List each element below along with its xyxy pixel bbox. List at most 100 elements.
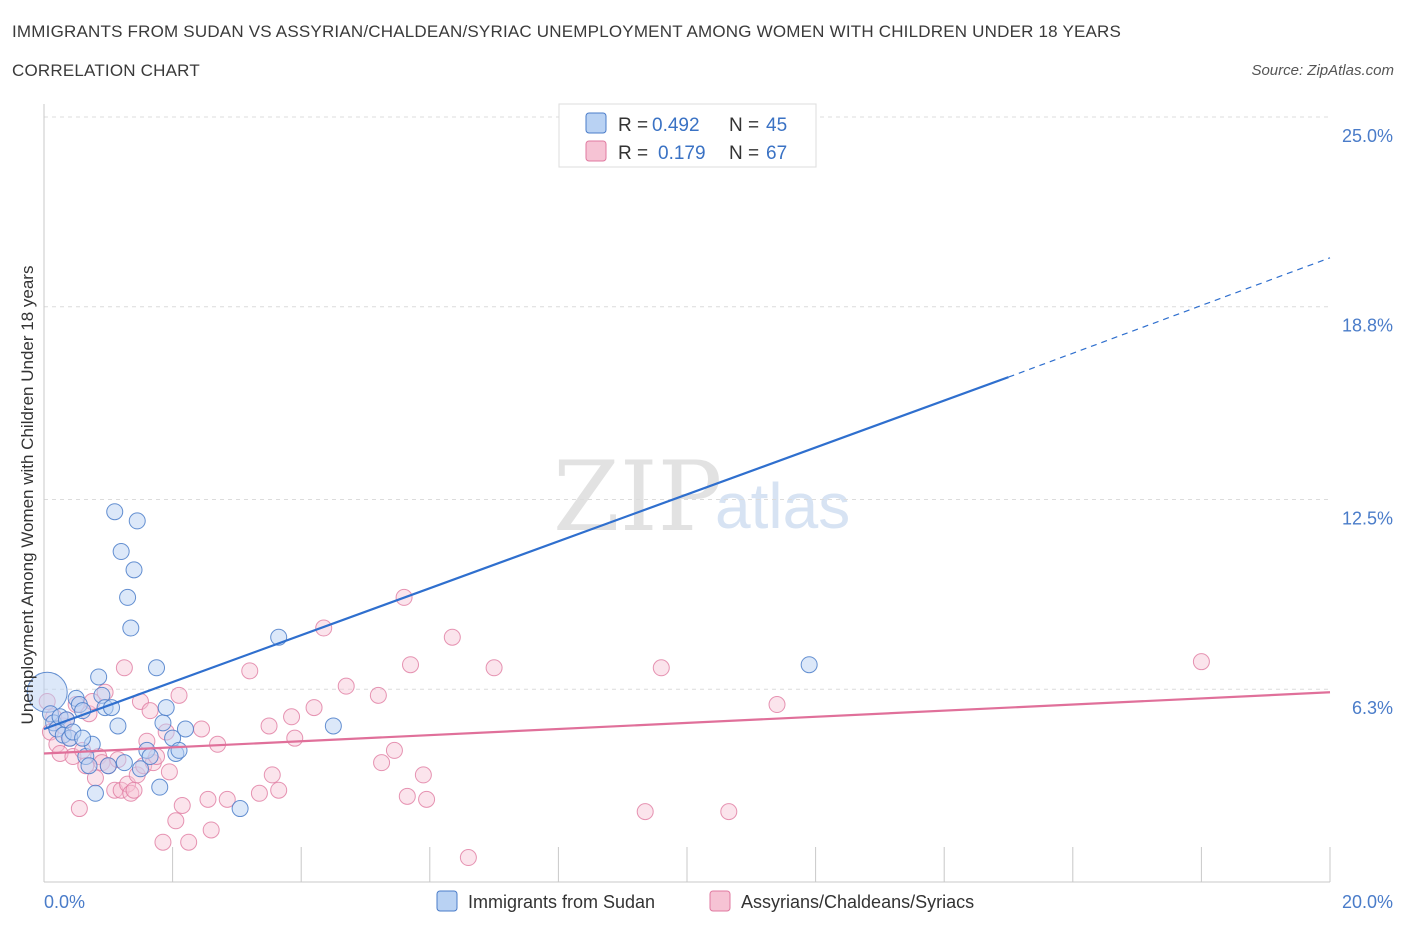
sudan-point bbox=[90, 668, 108, 686]
sudan-point bbox=[154, 714, 172, 732]
source-label: Source: ZipAtlas.com bbox=[1251, 62, 1394, 79]
sudan-point bbox=[170, 741, 188, 759]
assyrian-point bbox=[270, 781, 288, 799]
sudan-point bbox=[74, 702, 92, 720]
assyrian-point bbox=[167, 812, 185, 830]
sudan-trend-extension bbox=[1008, 257, 1331, 378]
sudan-point bbox=[151, 778, 169, 796]
x-tick-label-max: 20.0% bbox=[1342, 892, 1393, 912]
assyrian-point bbox=[286, 729, 304, 747]
sudan-point bbox=[86, 784, 104, 802]
legend-n-value-assyrian: 67 bbox=[766, 143, 787, 164]
legend-r-value-assyrian: 0.179 bbox=[658, 143, 706, 164]
assyrian-point bbox=[141, 702, 159, 720]
legend-n-label-sudan: N = bbox=[729, 115, 759, 136]
bottom-legend-swatch-assyrian bbox=[709, 890, 731, 912]
assyrian-point bbox=[636, 803, 654, 821]
assyrian-point bbox=[385, 741, 403, 759]
sudan-point bbox=[141, 748, 159, 766]
assyrian-point bbox=[173, 797, 191, 814]
legend-swatch-sudan bbox=[585, 112, 607, 134]
tick-labels: 6.3% 12.5% 18.8% 25.0% 0.0% 20.0% bbox=[44, 126, 1393, 912]
assyrian-point bbox=[414, 766, 432, 784]
assyrian-point bbox=[485, 659, 503, 677]
sudan-point bbox=[131, 760, 149, 778]
assyrian-point bbox=[337, 677, 355, 695]
assyrian-point bbox=[218, 790, 236, 808]
assyrian-point bbox=[202, 821, 220, 839]
bottom-legend-label-sudan: Immigrants from Sudan bbox=[468, 892, 655, 912]
assyrian-point bbox=[398, 787, 416, 805]
sudan-point bbox=[74, 729, 92, 747]
assyrian-point bbox=[373, 754, 391, 772]
sudan-point bbox=[324, 717, 342, 735]
assyrian-point bbox=[180, 833, 198, 851]
legend-r-value-sudan: 0.492 bbox=[652, 115, 700, 136]
watermark-zip: ZIP bbox=[553, 441, 722, 553]
chart-title: IMMIGRANTS FROM SUDAN VS ASSYRIAN/CHALDE… bbox=[12, 22, 1122, 41]
assyrian-point bbox=[263, 766, 281, 784]
assyrian-point bbox=[652, 659, 670, 677]
sudan-point bbox=[800, 656, 818, 674]
sudan-point bbox=[80, 757, 98, 775]
assyrian-point bbox=[443, 628, 461, 646]
sudan-point bbox=[112, 543, 130, 561]
gridlines bbox=[44, 116, 1330, 690]
assyrian-point bbox=[170, 686, 188, 704]
sudan-point bbox=[128, 512, 146, 530]
y-tick-label: 6.3% bbox=[1352, 698, 1393, 718]
assyrian-trend-line bbox=[43, 691, 1331, 755]
sudan-trend-line bbox=[43, 376, 1009, 731]
assyrian-point bbox=[70, 800, 88, 818]
assyrian-point bbox=[250, 784, 268, 802]
y-axis-label: Unemployment Among Women with Children U… bbox=[18, 266, 37, 725]
assyrian-point bbox=[720, 803, 738, 821]
assyrian-point bbox=[199, 790, 217, 808]
legend-swatch-assyrian bbox=[585, 140, 607, 162]
assyrian-point bbox=[402, 656, 420, 674]
sudan-point bbox=[176, 720, 194, 738]
y-tick-label: 12.5% bbox=[1342, 509, 1393, 529]
legend-n-value-sudan: 45 bbox=[766, 115, 787, 136]
chart-subtitle: CORRELATION CHART bbox=[12, 61, 200, 80]
sudan-point bbox=[157, 699, 175, 717]
assyrian-point bbox=[283, 708, 301, 726]
assyrian-point bbox=[193, 720, 211, 738]
series-assyrian-points bbox=[38, 588, 1210, 867]
legend-r-label-assyrian: R = bbox=[618, 143, 648, 164]
sudan-point bbox=[122, 619, 140, 637]
axes bbox=[43, 104, 1331, 883]
x-tick-label-min: 0.0% bbox=[44, 892, 85, 912]
assyrian-point bbox=[125, 781, 143, 799]
sudan-point bbox=[106, 503, 124, 521]
assyrian-point bbox=[160, 763, 178, 781]
watermark-atlas: atlas bbox=[715, 470, 850, 542]
legend-r-label-sudan: R = bbox=[618, 115, 648, 136]
sudan-point bbox=[109, 717, 127, 735]
trend-lines bbox=[43, 257, 1331, 755]
y-tick-label: 25.0% bbox=[1342, 126, 1393, 146]
sudan-point bbox=[125, 561, 143, 579]
sudan-point bbox=[231, 800, 249, 818]
assyrian-point bbox=[1192, 653, 1210, 671]
legend-n-label-assyrian: N = bbox=[729, 143, 759, 164]
assyrian-point bbox=[122, 784, 140, 802]
assyrian-point bbox=[418, 790, 436, 808]
correlation-legend: R = 0.492 N = 45 R = 0.179 N = 67 bbox=[558, 103, 817, 168]
assyrian-point bbox=[115, 659, 133, 677]
assyrian-point bbox=[459, 849, 477, 867]
assyrian-point bbox=[305, 699, 323, 717]
assyrian-point bbox=[369, 686, 387, 704]
assyrian-point bbox=[241, 662, 259, 680]
sudan-point bbox=[119, 588, 137, 606]
assyrian-point bbox=[154, 833, 172, 851]
sudan-point bbox=[115, 754, 133, 772]
bottom-legend-label-assyrian: Assyrians/Chaldeans/Syriacs bbox=[741, 892, 974, 912]
assyrian-point bbox=[112, 781, 130, 799]
assyrian-point bbox=[768, 696, 786, 714]
series-legend: Immigrants from Sudan Assyrians/Chaldean… bbox=[436, 890, 974, 912]
bottom-legend-swatch-sudan bbox=[436, 890, 458, 912]
sudan-point bbox=[99, 757, 117, 775]
sudan-point bbox=[148, 659, 166, 677]
